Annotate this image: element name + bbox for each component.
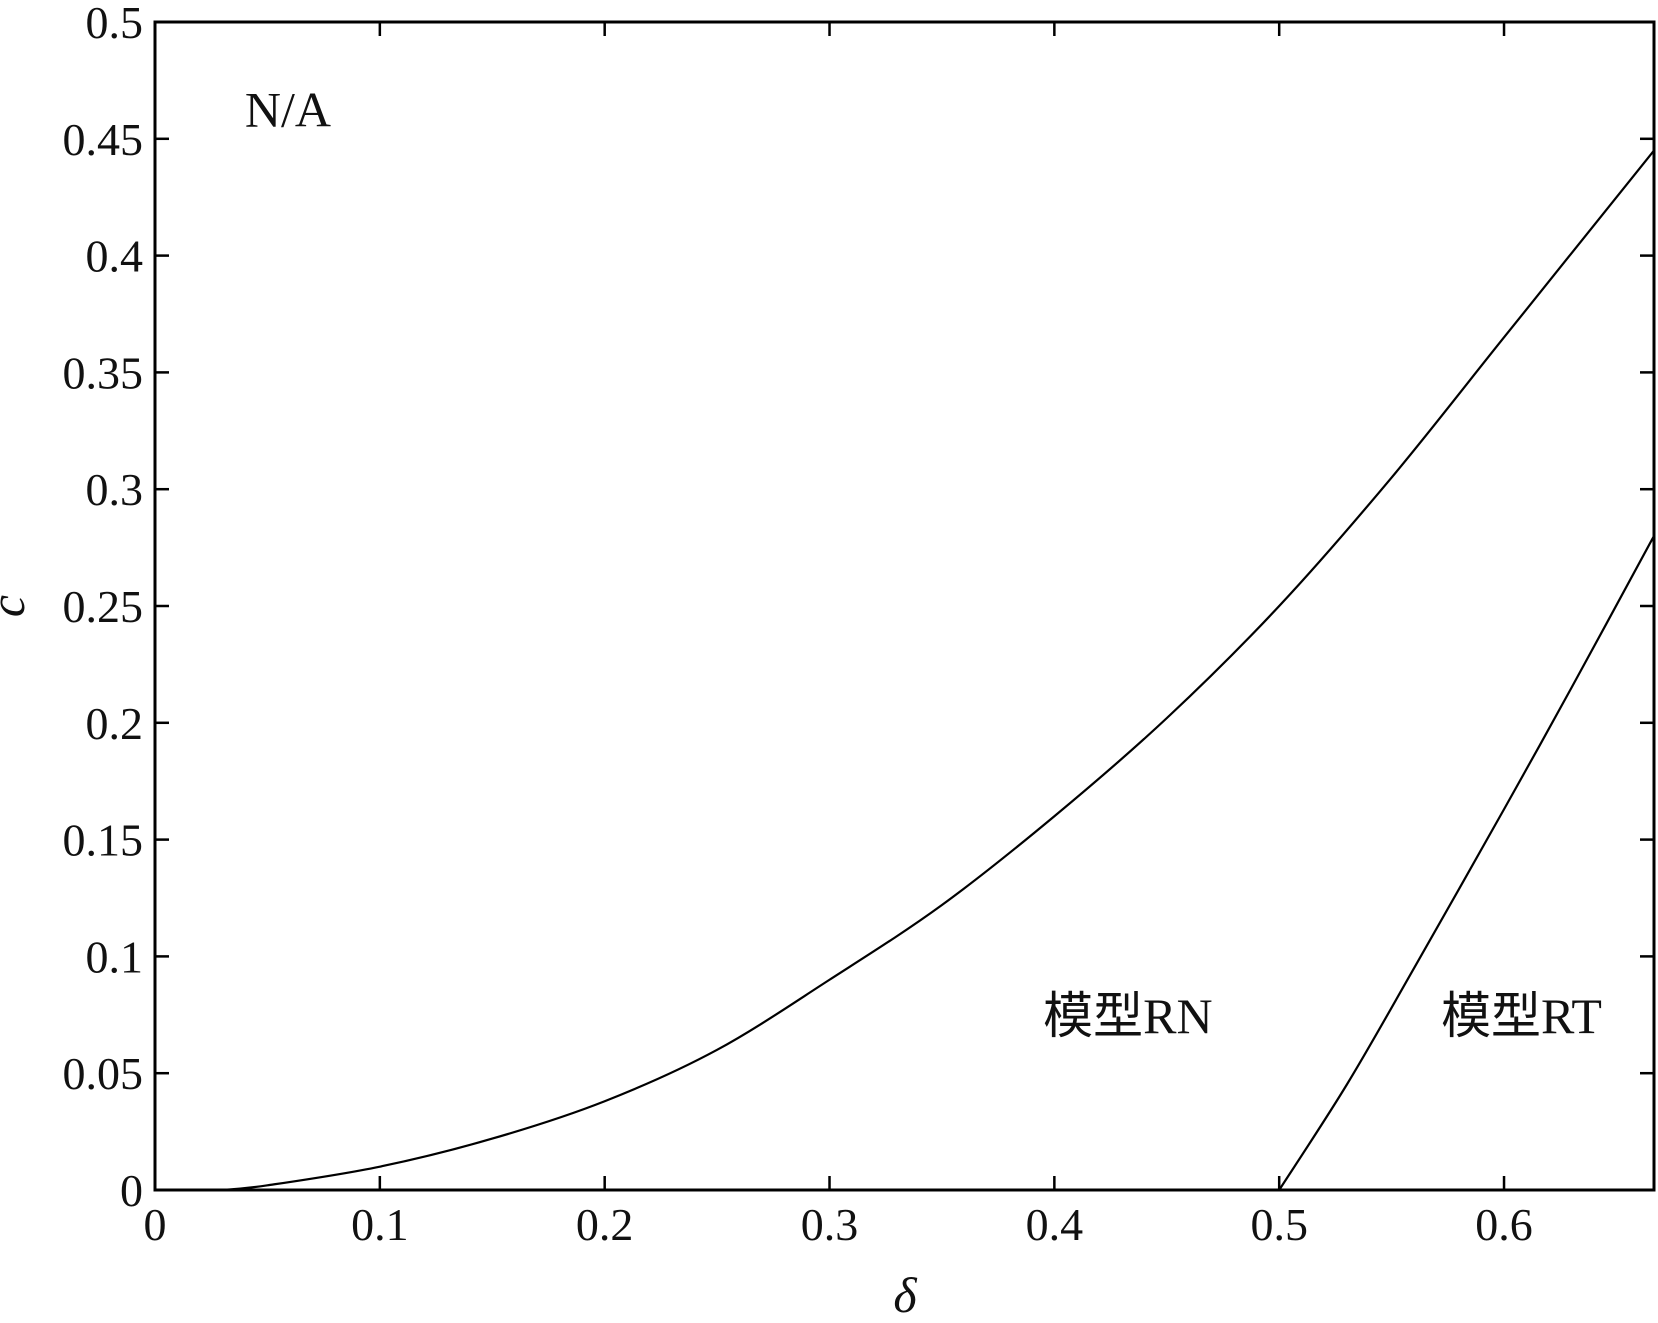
x-tick-label: 0.4 xyxy=(1026,1199,1084,1250)
annotation-label-1: N/A xyxy=(245,81,331,137)
y-tick-label: 0.3 xyxy=(86,464,144,515)
y-tick-label: 0.45 xyxy=(63,114,144,165)
annotation-label-3: 模型RT xyxy=(1441,988,1602,1044)
y-tick-label: 0.5 xyxy=(86,0,144,48)
x-tick-label: 0.6 xyxy=(1475,1199,1533,1250)
annotations: N/A 模型RN 模型RT xyxy=(245,81,1602,1043)
x-tick-label: 0.5 xyxy=(1250,1199,1308,1250)
annotation-label-2: 模型RN xyxy=(1043,988,1212,1044)
y-tick-label: 0.1 xyxy=(86,931,144,982)
y-tick-label: 0.2 xyxy=(86,698,144,749)
y-tick-label: 0.05 xyxy=(63,1048,144,1099)
plot-frame xyxy=(153,20,1656,1192)
y-tick-label: 0.15 xyxy=(63,815,144,866)
x-tick-label: 0 xyxy=(144,1199,167,1250)
y-tick-label: 0.4 xyxy=(86,231,144,282)
curves xyxy=(222,149,1655,1192)
tick-marks xyxy=(153,20,1654,1192)
x-tick-labels: 0 0.1 0.2 0.3 0.4 0.5 0.6 xyxy=(144,1199,1533,1250)
x-tick-label: 0.2 xyxy=(576,1199,634,1250)
series-line-1 xyxy=(222,149,1655,1192)
y-axis-title: c xyxy=(0,595,35,617)
series-line-2 xyxy=(1278,535,1655,1191)
x-axis-title: δ xyxy=(893,1267,917,1323)
x-tick-label: 0.1 xyxy=(351,1199,409,1250)
y-tick-label: 0 xyxy=(120,1165,143,1216)
y-tick-label: 0.25 xyxy=(63,581,144,632)
y-tick-labels: 0 0.05 0.1 0.15 0.2 0.25 0.3 0.35 0.4 0.45 0.5 xyxy=(63,0,144,1216)
x-tick-label: 0.3 xyxy=(801,1199,859,1250)
y-tick-label: 0.35 xyxy=(63,347,144,398)
